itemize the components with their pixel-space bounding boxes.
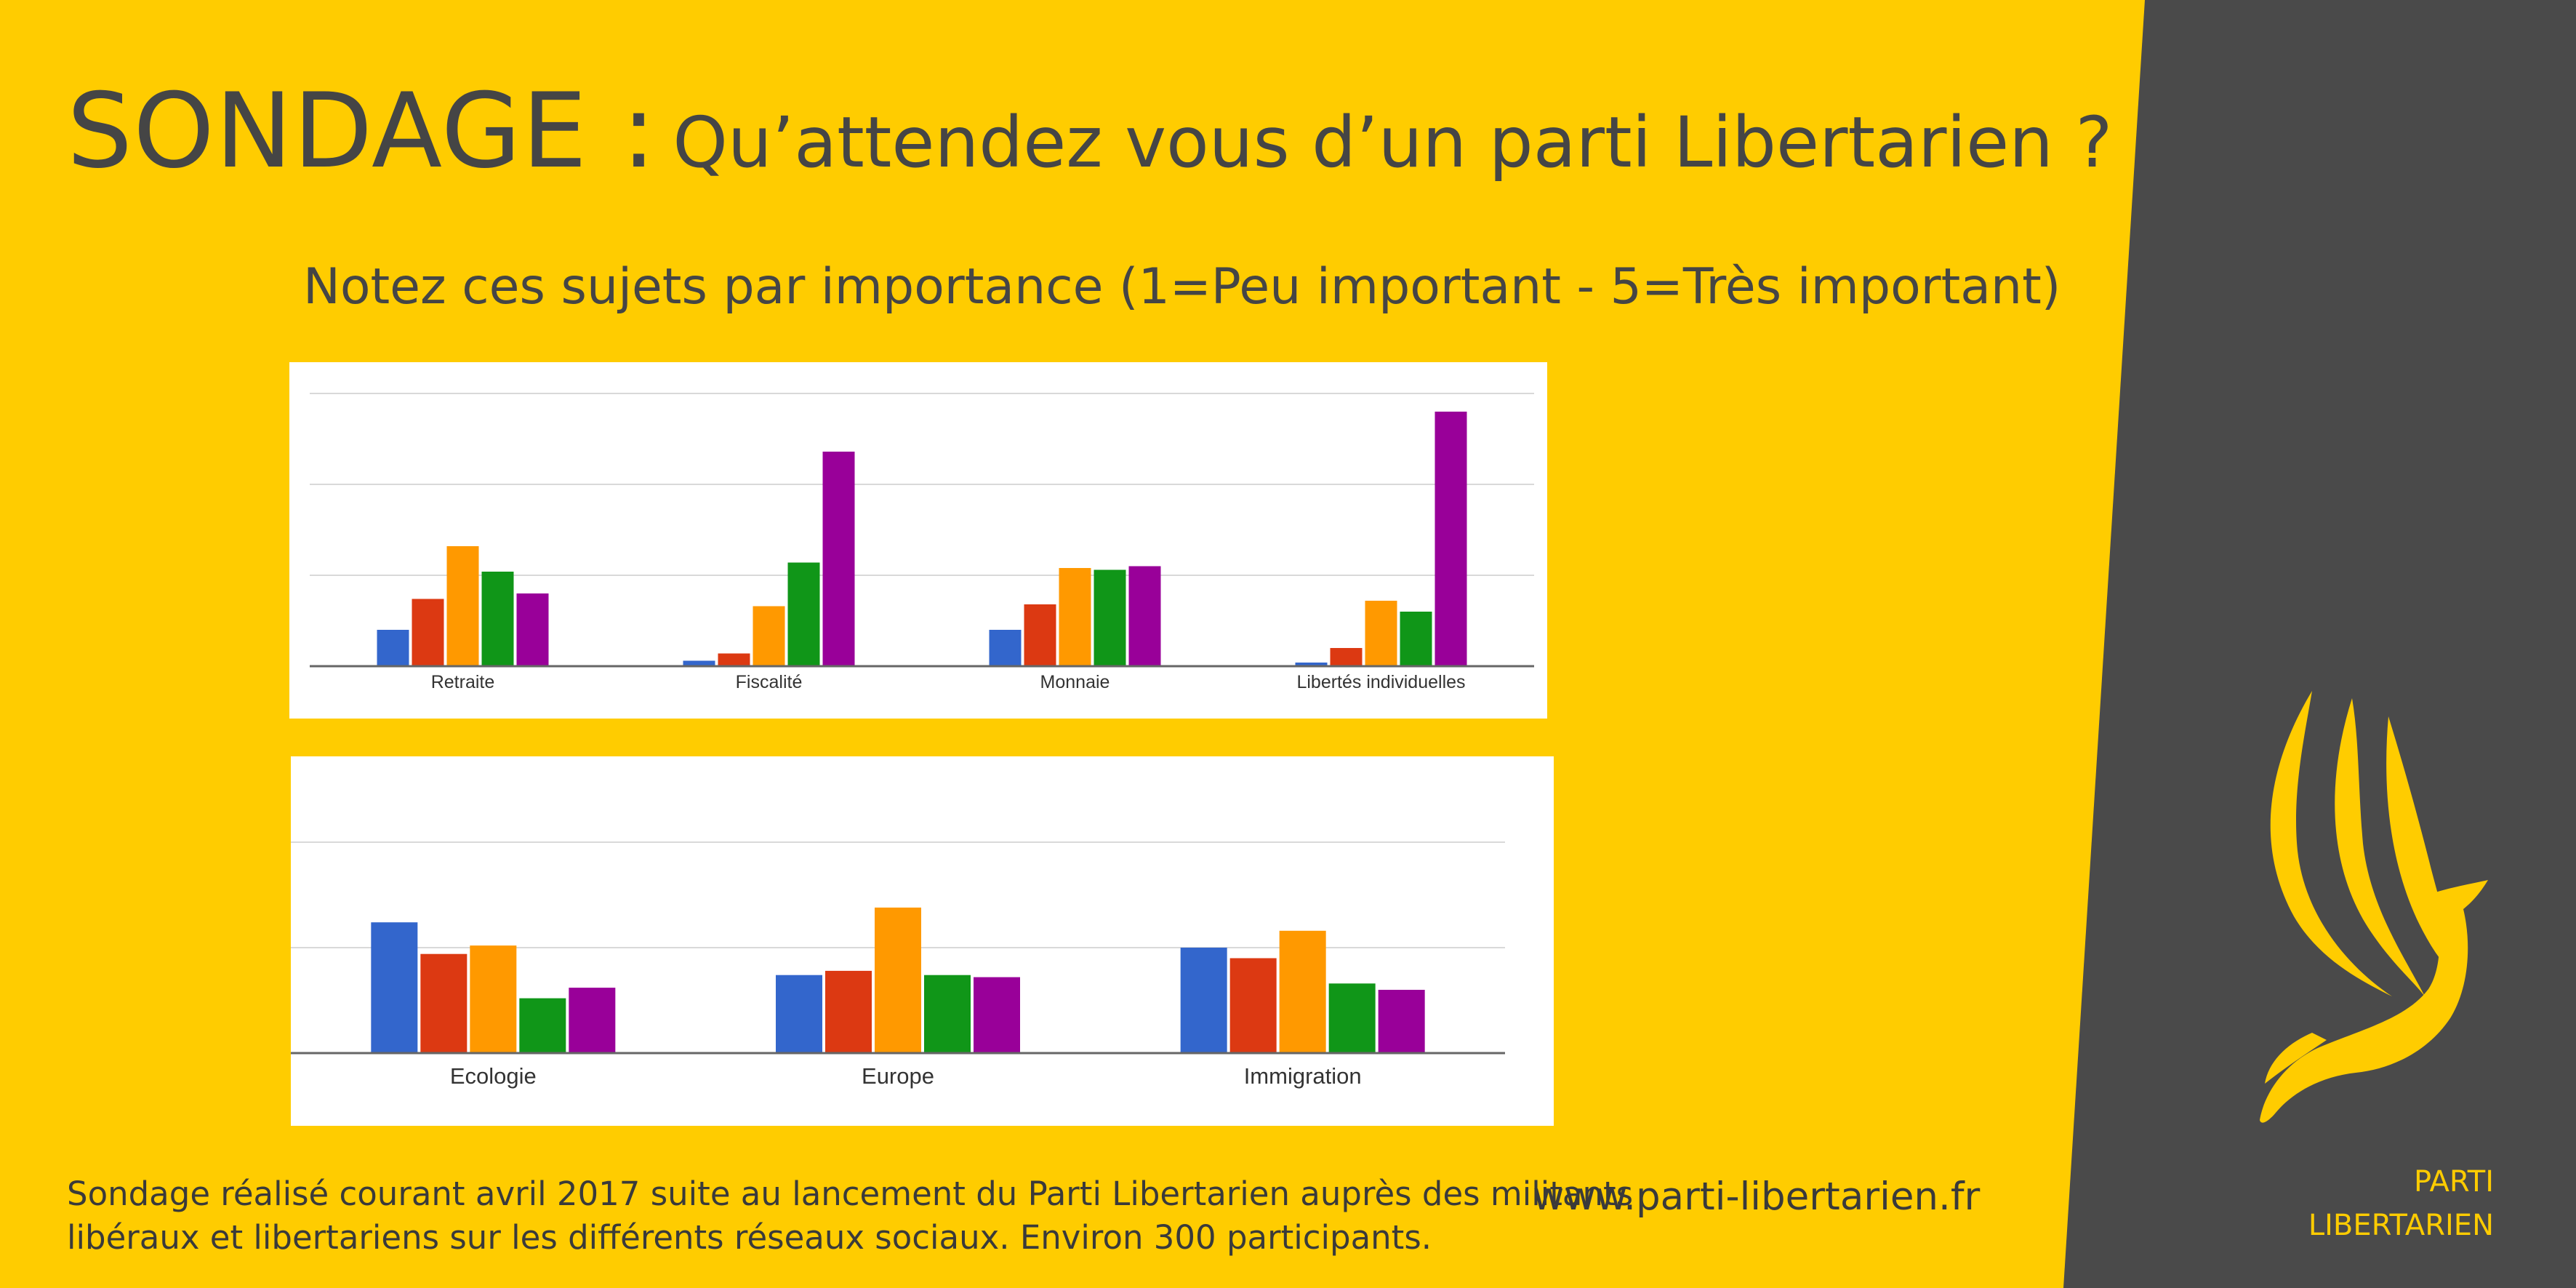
chart-1-category-label-1: Fiscalité [736, 672, 803, 692]
chart-1-bar-3-1 [1330, 648, 1363, 666]
chart-1-bar-3-3 [1400, 612, 1432, 666]
chart-1-bar-1-3 [787, 562, 820, 666]
chart-2-bar-0-4 [569, 988, 616, 1053]
chart-1-bar-1-1 [718, 653, 750, 666]
chart-2-svg: Ecologie Europe Immigration [291, 841, 1505, 1089]
chart-2-bar-2-2 [1279, 930, 1326, 1053]
chart-2-bar-0-2 [470, 945, 517, 1053]
chart-2-category-label-2: Immigration [1244, 1063, 1362, 1089]
chart-topics-2: Ecologie Europe Immigration [291, 756, 1554, 1126]
eagle-icon [2260, 691, 2488, 1123]
chart-1-bar-3-4 [1435, 412, 1467, 666]
chart-2-bar-0-3 [519, 998, 566, 1053]
chart-2-bar-1-3 [924, 975, 971, 1053]
chart-2-bar-2-3 [1328, 983, 1376, 1053]
chart-1-bar-2-4 [1128, 566, 1161, 666]
brand-line-2: LIBERTARIEN [2308, 1209, 2494, 1242]
chart-1-bar-2-2 [1059, 568, 1091, 666]
brand-name: PARTI LIBERTARIEN [2254, 1160, 2494, 1247]
title-prefix: SONDAGE : [67, 71, 657, 191]
chart-1-bar-1-0 [683, 660, 715, 666]
page-title: SONDAGE : Qu’attendez vous d’un parti Lib… [67, 80, 2112, 183]
chart-2-bar-1-2 [875, 907, 921, 1053]
chart-1-bar-0-0 [377, 630, 409, 666]
chart-2-bar-1-1 [825, 970, 872, 1053]
chart-1-category-label-0: Retraite [431, 672, 495, 692]
chart-subtitle: Notez ces sujets par importance (1=Peu i… [303, 258, 2061, 316]
survey-footnote: Sondage réalisé courant avril 2017 suite… [67, 1172, 1634, 1260]
brand-line-1: PARTI [2413, 1165, 2494, 1199]
chart-1-category-label-2: Monnaie [1040, 672, 1110, 692]
chart-2-category-label-1: Europe [862, 1063, 934, 1089]
chart-1-bar-3-2 [1365, 601, 1397, 666]
chart-1-bar-0-3 [481, 572, 514, 666]
title-question: Qu’attendez vous d’un parti Libertarien … [673, 102, 2113, 183]
chart-1-bar-0-4 [516, 593, 549, 666]
chart-1-bar-0-1 [412, 599, 444, 666]
chart-1-category-label-3: Libertés individuelles [1296, 672, 1465, 692]
chart-topics-1: Retraite Fiscalité Monnaie Libertés individ… [289, 362, 1547, 719]
chart-1-bar-1-4 [822, 452, 855, 666]
chart-2-bar-0-0 [371, 922, 418, 1053]
chart-1-bar-2-1 [1024, 604, 1056, 666]
chart-2-bar-1-4 [974, 977, 1020, 1053]
chart-2-bar-0-1 [420, 953, 468, 1053]
website-link[interactable]: www.parti-libertarien.fr [1533, 1175, 1981, 1219]
chart-1-bar-2-3 [1094, 569, 1126, 666]
chart-2-category-label-0: Ecologie [450, 1063, 537, 1089]
footnote-line-1: Sondage réalisé courant avril 2017 suite… [67, 1175, 1634, 1213]
chart-2-bar-1-0 [776, 975, 822, 1053]
chart-1-svg: Retraite Fiscalité Monnaie Libertés individ… [310, 393, 1534, 692]
chart-1-bar-2-0 [989, 630, 1022, 666]
chart-1-bar-3-0 [1295, 663, 1328, 666]
chart-1-bar-0-2 [446, 546, 479, 666]
footnote-line-2: libéraux et libertariens sur les différe… [67, 1218, 1432, 1257]
chart-2-bar-2-4 [1378, 990, 1425, 1053]
chart-2-bar-2-1 [1229, 958, 1277, 1053]
chart-1-bar-1-2 [753, 606, 785, 666]
chart-2-bar-2-0 [1180, 948, 1227, 1053]
